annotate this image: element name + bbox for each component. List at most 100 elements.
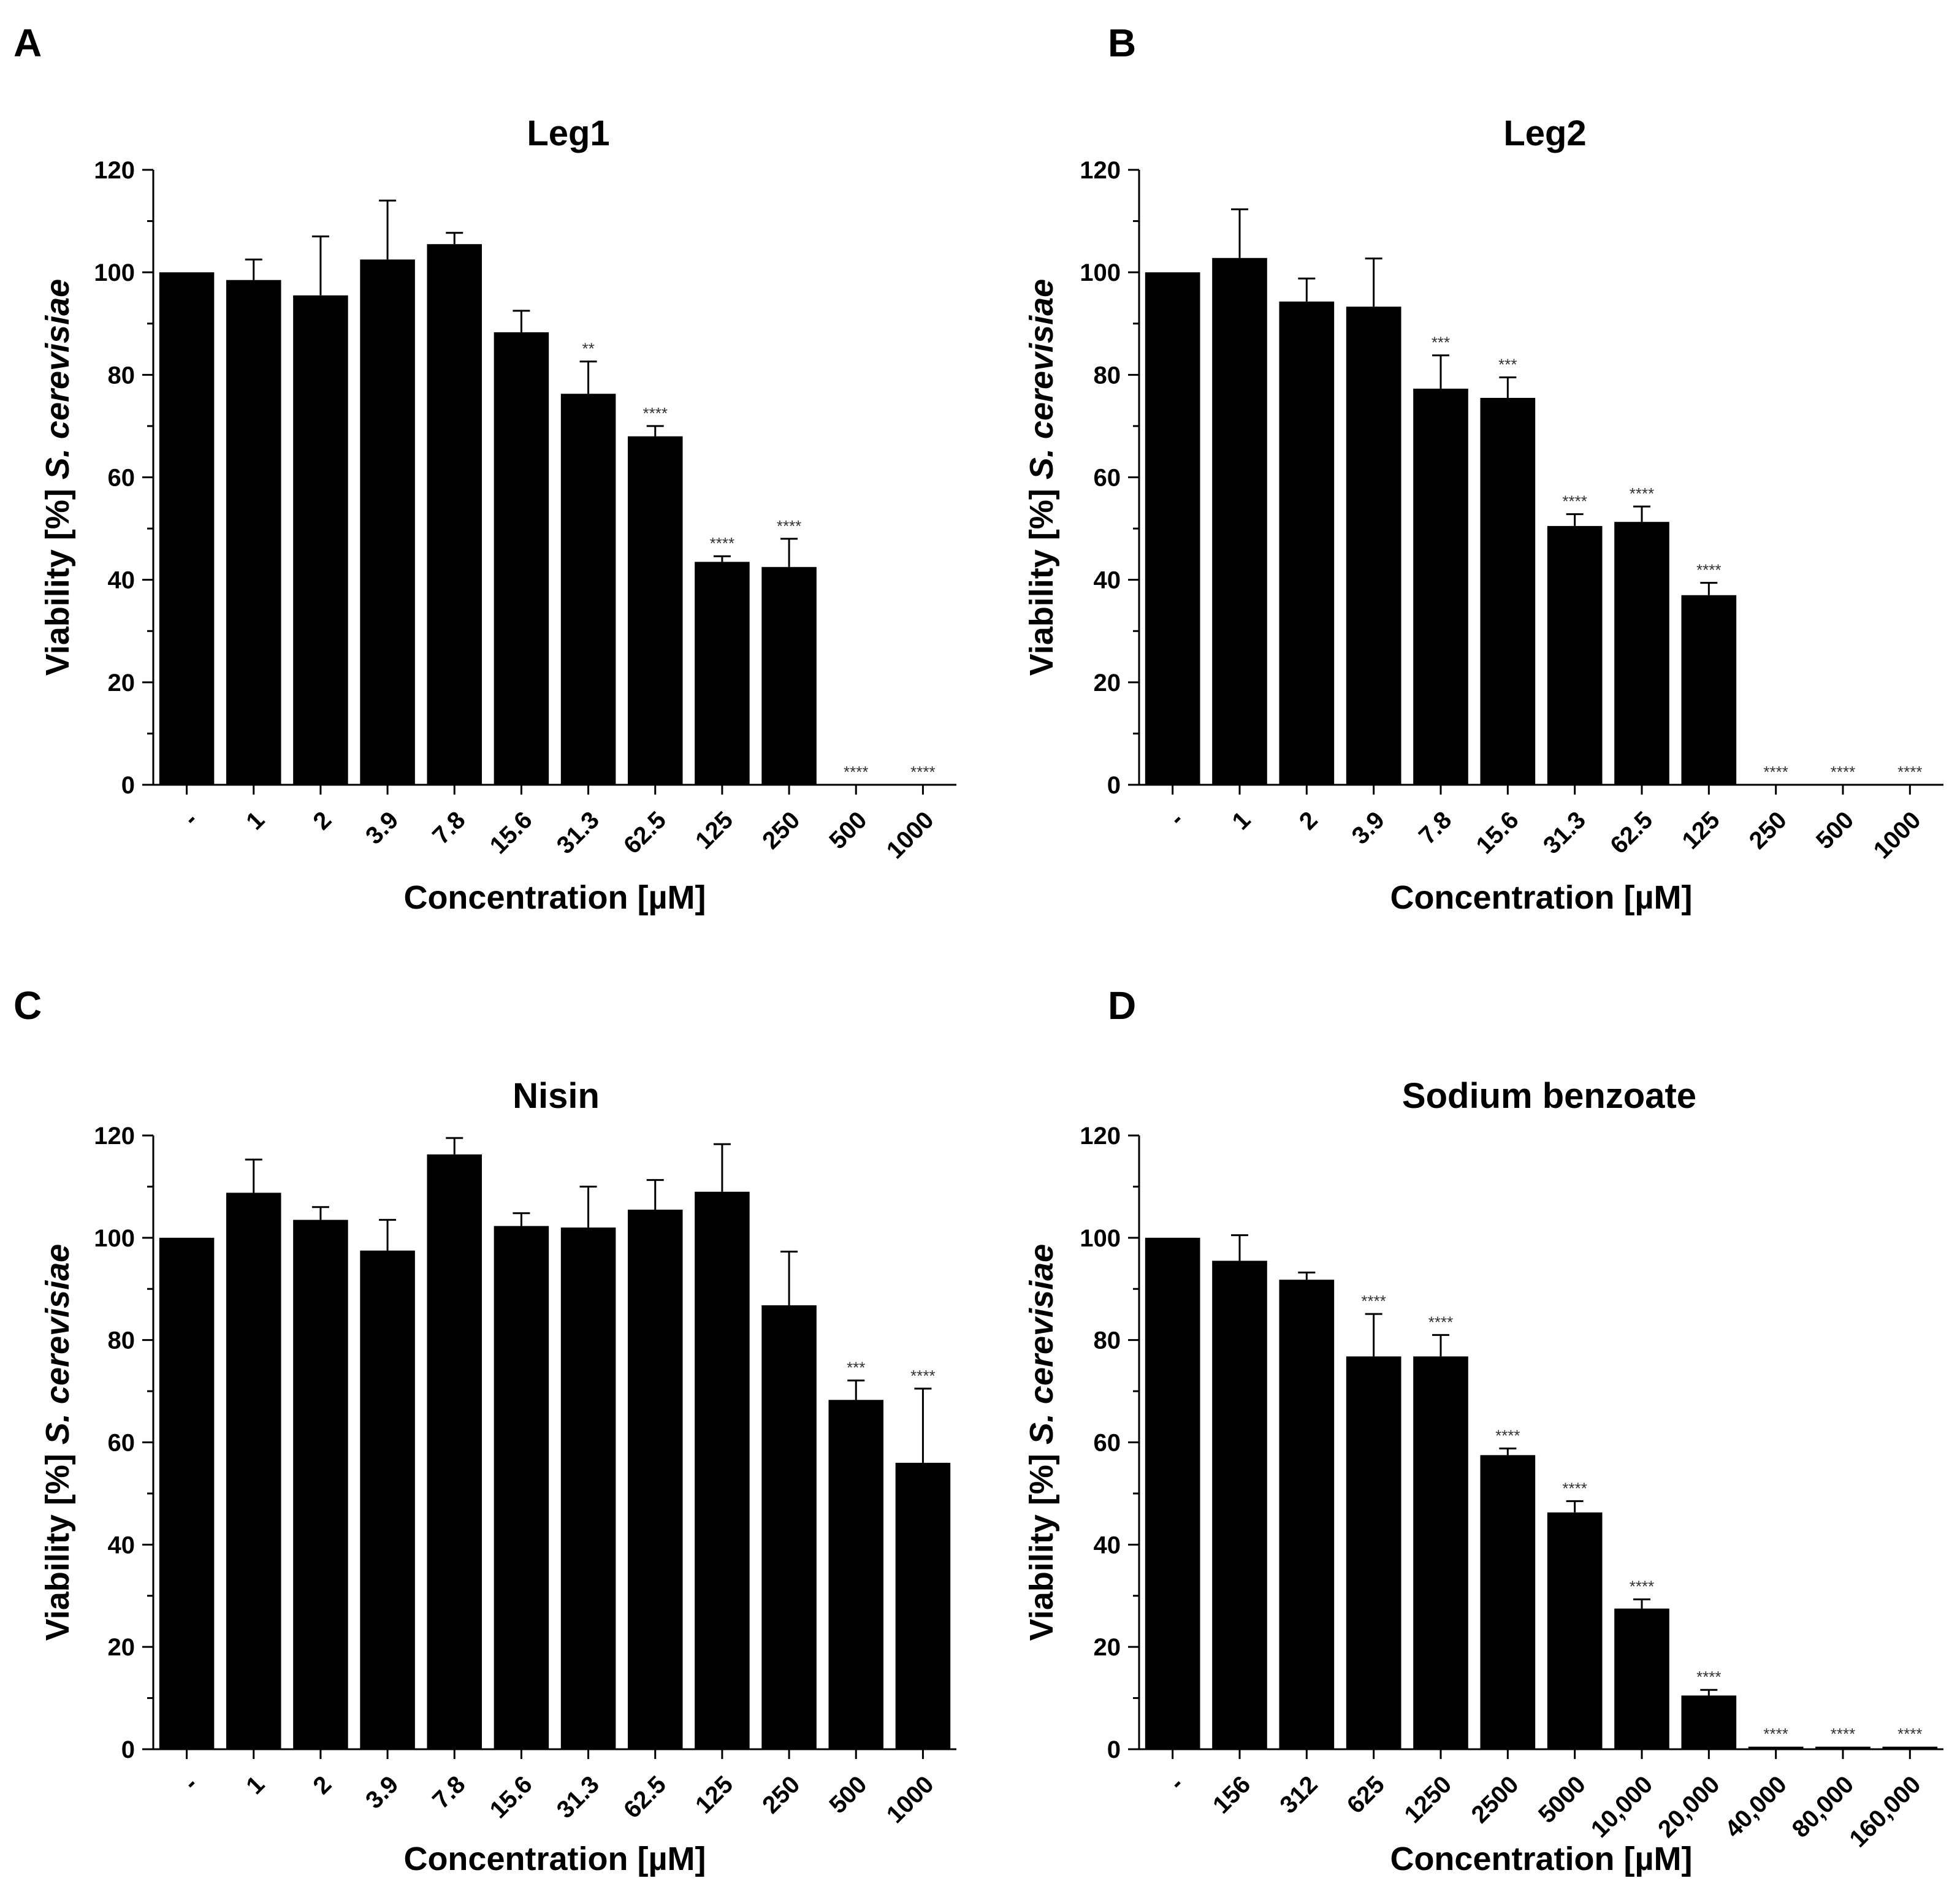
significance-label: ****	[1696, 1668, 1721, 1686]
panel-letter: A	[13, 21, 42, 65]
panel-d: D Sodium benzoate **** **** **** **** **** ****…	[1023, 983, 1943, 1877]
x-tick-label: 31.3	[1538, 806, 1591, 859]
significance-label: ****	[1831, 1725, 1855, 1743]
bar	[695, 562, 750, 785]
significance-label: ****	[1831, 763, 1855, 781]
bar	[1681, 595, 1737, 785]
significance-label: ****	[1897, 1725, 1922, 1743]
x-tick-label: 500	[824, 806, 872, 854]
x-tick-label: -	[178, 1771, 203, 1796]
x-axis-label: Concentration [µM]	[403, 879, 706, 916]
significance-label: ****	[1562, 1479, 1587, 1497]
y-tick-label: 60	[108, 1430, 135, 1457]
y-tick-label: 60	[1094, 1430, 1121, 1457]
x-tick-label: 312	[1275, 1771, 1322, 1818]
significance-label: ****	[1630, 484, 1654, 503]
significance-label: ****	[910, 1367, 935, 1385]
bar	[226, 1193, 281, 1749]
x-tick-label: 125	[1677, 806, 1725, 854]
x-tick-label: 62.5	[1605, 806, 1658, 859]
y-axis-label: Viability [%] S. cerevisiae	[1023, 1244, 1060, 1641]
bar	[360, 259, 415, 785]
panel-letter: D	[1108, 983, 1136, 1028]
x-tick-label: 2	[308, 806, 337, 835]
x-tick-label: 7.8	[427, 806, 470, 849]
x-tick-label: 1000	[1869, 806, 1926, 864]
x-tick-label: 15.6	[1471, 806, 1524, 859]
y-axis-label-text: Viability [%]	[1023, 479, 1060, 676]
y-tick-label: 20	[1094, 670, 1121, 696]
y-tick-label: 0	[1107, 772, 1121, 799]
bar	[1346, 1356, 1401, 1749]
bar	[1279, 1280, 1335, 1749]
bar	[494, 1226, 549, 1749]
bar	[1413, 1356, 1468, 1749]
bar	[627, 436, 683, 785]
significance-label: ***	[1498, 356, 1517, 374]
x-axis-label: Concentration [µM]	[403, 1841, 706, 1877]
significance-label: ****	[643, 404, 668, 422]
bar	[427, 244, 482, 785]
y-tick-label: 20	[108, 670, 135, 696]
x-tick-label: 3.9	[1347, 806, 1390, 849]
significance-label: ****	[1495, 1427, 1520, 1445]
chart-title: Sodium benzoate	[1402, 1076, 1696, 1116]
bar	[1480, 397, 1536, 785]
bar	[1212, 1261, 1267, 1749]
bar	[1346, 307, 1401, 785]
bar	[1480, 1455, 1536, 1749]
y-tick-label: 40	[1094, 1532, 1121, 1559]
y-tick-label: 60	[108, 465, 135, 492]
x-tick-label: 1000	[882, 1771, 939, 1828]
significance-label: ***	[847, 1359, 865, 1377]
y-tick-label: 0	[121, 772, 135, 799]
y-tick-label: 100	[94, 259, 135, 286]
x-tick-label: 62.5	[619, 806, 671, 859]
bar	[1815, 1746, 1870, 1749]
x-tick-label: 2500	[1466, 1771, 1524, 1828]
y-axis-label-text: Viability [%]	[39, 1444, 76, 1641]
x-tick-label: 1	[241, 1771, 270, 1799]
bar	[695, 1191, 750, 1749]
x-tick-label: -	[1164, 1771, 1189, 1796]
bar	[293, 1219, 348, 1749]
x-tick-label: 3.9	[360, 806, 403, 849]
x-tick-label: 250	[1744, 806, 1792, 854]
bar	[360, 1250, 415, 1749]
x-tick-label: 500	[824, 1771, 872, 1818]
y-tick-label: 0	[1107, 1736, 1121, 1763]
bar	[293, 295, 348, 785]
x-tick-label: 125	[690, 1771, 738, 1818]
y-tick-label: 80	[108, 1327, 135, 1354]
y-axis-label-text: Viability [%]	[39, 479, 76, 676]
bar	[627, 1209, 683, 1749]
y-axis-label-species: S. cerevisiae	[1023, 1244, 1060, 1444]
significance-label: ****	[1763, 763, 1788, 781]
x-tick-label: 3.9	[360, 1771, 403, 1814]
x-tick-label: 1000	[882, 806, 939, 864]
y-axis-label-species: S. cerevisiae	[1023, 279, 1060, 479]
bar	[895, 1462, 951, 1749]
bar	[761, 1305, 817, 1749]
bar	[761, 567, 817, 785]
bar	[1681, 1695, 1737, 1749]
y-tick-label: 40	[108, 1532, 135, 1559]
x-axis-label: Concentration [µM]	[1390, 879, 1692, 916]
significance-label: ****	[1428, 1313, 1453, 1331]
x-tick-label: 2	[308, 1771, 337, 1799]
x-tick-label: -	[1164, 806, 1189, 831]
bar	[560, 1227, 616, 1749]
x-tick-label: 1	[1227, 806, 1256, 835]
x-tick-label: 15.6	[485, 1771, 538, 1823]
x-tick-label: 125	[690, 806, 738, 854]
x-tick-label: 625	[1342, 1771, 1390, 1818]
y-tick-label: 100	[1080, 1225, 1121, 1252]
bar	[828, 1400, 884, 1749]
y-axis-label: Viability [%] S. cerevisiae	[39, 279, 76, 676]
significance-label: ****	[1696, 561, 1721, 579]
significance-label: ****	[1630, 1578, 1654, 1596]
x-tick-label: 1	[241, 806, 270, 835]
